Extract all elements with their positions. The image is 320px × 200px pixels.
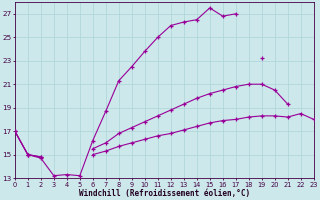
X-axis label: Windchill (Refroidissement éolien,°C): Windchill (Refroidissement éolien,°C) [79, 189, 250, 198]
